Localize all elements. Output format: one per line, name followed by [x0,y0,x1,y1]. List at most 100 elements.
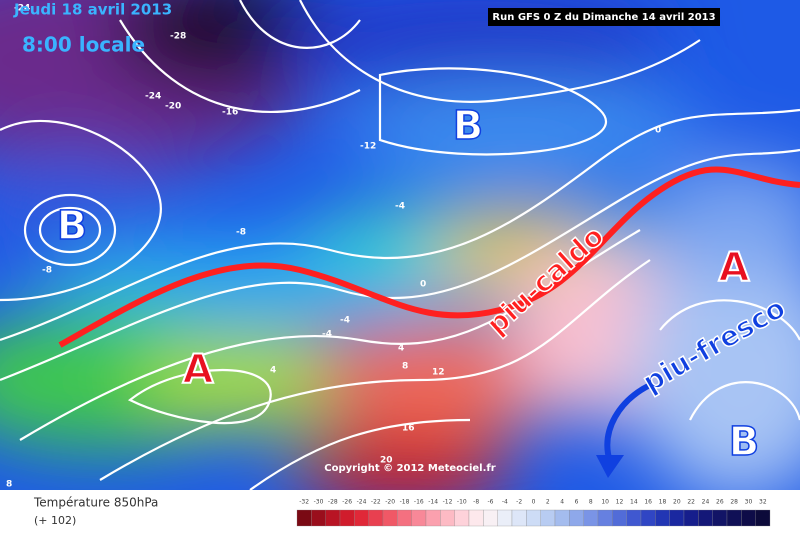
scale-swatch [698,509,713,527]
scale-label: 12 [616,499,624,506]
scale-swatch [669,509,685,527]
scale-swatch [411,509,427,527]
scale-swatch [397,509,412,527]
scale-swatch [483,509,498,527]
scale-swatch [382,509,398,527]
scale-label: 8 [589,499,593,506]
scale-swatch [683,509,699,527]
low-center: B [729,419,760,465]
scale-label: -32 [299,499,309,506]
scale-label: 0 [532,499,536,506]
scale-swatch [626,509,642,527]
scale-swatch [755,509,771,527]
scale-swatch [296,509,312,527]
scale-swatch [569,509,584,527]
valid-time: 8:00 locale [22,33,145,57]
scale-label: -30 [314,499,324,506]
scale-label: -2 [516,499,522,506]
scale-label: -4 [502,499,508,506]
scale-label: -22 [371,499,381,506]
high-center: A [183,347,214,393]
scale-label: 28 [730,499,738,506]
scale-label: -28 [328,499,338,506]
low-center: B [453,103,484,149]
contour-label: -4 [322,330,332,340]
contour-label: -4 [340,316,350,326]
scale-swatch [311,509,326,527]
run-info: Run GFS 0 Z du Dimanche 14 avril 2013 [492,12,715,23]
contour-label: -8 [42,266,52,276]
color-scale: -32 -30 -28 -26 -24 -22 -20 -18 -16 -14 -12 -10 -8 -6… [296,499,771,527]
scale-swatch [741,509,756,527]
scale-label: -10 [457,499,467,506]
contour-label: -16 [222,108,238,118]
scale-label: -24 [357,499,367,506]
contour-label: 8 [402,362,408,372]
contour-label: -24 [145,92,161,102]
contour-label: 4 [398,344,404,354]
contour-label: -28 [170,32,186,42]
scale-label: 32 [759,499,767,506]
scale-swatch [354,509,369,527]
scale-label: 30 [745,499,753,506]
valid-date: Jeudi 18 avril 2013 [13,1,172,19]
scale-label: 20 [673,499,681,506]
scale-label: -20 [385,499,395,506]
scale-swatch [726,509,742,527]
copyright: Copyright © 2012 Meteociel.fr [324,463,495,474]
scale-label: -18 [400,499,410,506]
cool-arrow-head [596,455,624,478]
scale-label: -12 [443,499,453,506]
scale-label: 2 [546,499,550,506]
contour-label: -12 [360,142,376,152]
scale-label: 24 [702,499,710,506]
scale-label: -14 [428,499,438,506]
footer-step: (+ 102) [34,514,76,527]
scale-label: 4 [560,499,564,506]
scale-label: 16 [644,499,652,506]
contour-label: 8 [6,480,12,490]
low-center: B [57,203,88,249]
scale-swatch [540,509,556,527]
contour-label: 0 [420,280,426,290]
scale-swatch [339,509,355,527]
scale-label: -6 [488,499,494,506]
scale-label: -8 [473,499,479,506]
scale-swatch [655,509,670,527]
scale-swatch [597,509,613,527]
scale-swatch [325,509,341,527]
contour-label: 4 [270,366,276,376]
scale-swatch [440,509,455,527]
contour-label: 12 [432,368,445,378]
contour-label: 16 [402,424,415,434]
contour-label: -4 [395,202,405,212]
scale-swatch [368,509,384,527]
contour-label: -8 [236,228,246,238]
contour-label: 0 [655,126,661,136]
scale-swatch [526,509,541,527]
cool-arrow [604,382,652,463]
contour-label: -24 [14,4,30,14]
scale-swatch [425,509,441,527]
high-center: A [719,245,750,291]
scale-label: 18 [659,499,667,506]
scale-label: -16 [414,499,424,506]
contour-label: -20 [165,102,181,112]
scale-swatch [497,509,513,527]
scale-swatch [712,509,728,527]
scale-label: 14 [630,499,638,506]
footer-field: Température 850hPa [33,496,158,510]
scale-label: 10 [601,499,609,506]
scale-swatch [554,509,570,527]
scale-swatch [511,509,527,527]
contour-label: 20 [380,456,393,466]
scale-swatch [468,509,484,527]
scale-label: 22 [687,499,695,506]
scale-swatch [612,509,627,527]
scale-label: -26 [342,499,352,506]
scale-swatch [583,509,599,527]
scale-label: 26 [716,499,724,506]
warm-front-line [58,166,800,348]
